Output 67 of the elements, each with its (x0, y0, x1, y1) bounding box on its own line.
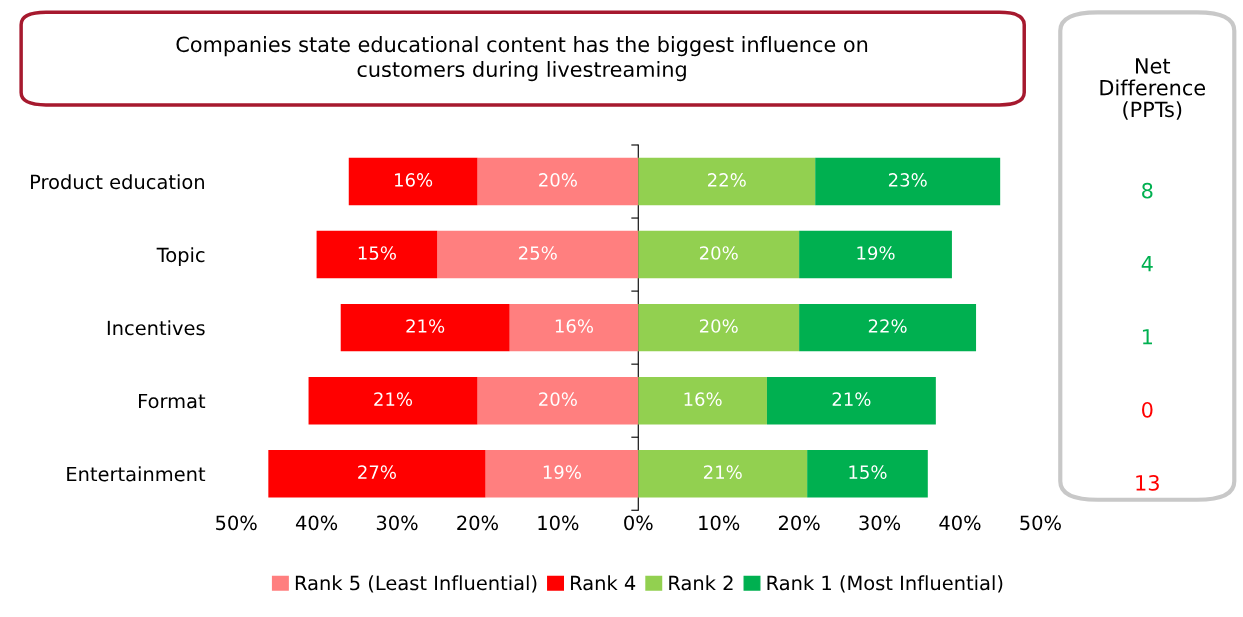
y-tick-label: Topic (156, 247, 205, 267)
data-label: 20% (539, 392, 577, 406)
data-label: 21% (703, 465, 742, 479)
data-label: 8 (1142, 182, 1153, 199)
data-label: 21% (832, 392, 871, 406)
bar (638, 157, 816, 206)
data-label: 22% (708, 173, 746, 187)
bar (437, 230, 639, 279)
x-tick-label: 10% (699, 515, 740, 531)
bar (638, 376, 767, 425)
x-tick-label: 50% (1020, 515, 1061, 531)
bar (485, 449, 639, 498)
data-label: 13 (1136, 474, 1159, 491)
x-tick-label: 30% (376, 515, 418, 531)
bar (766, 376, 936, 425)
x-tick-label: 50% (216, 515, 257, 531)
data-label: 16% (684, 392, 722, 406)
x-tick-label: 10% (538, 515, 579, 531)
y-tick-label: Incentives (107, 320, 205, 336)
bar (308, 376, 478, 425)
data-label: 20% (699, 246, 738, 260)
bar (477, 376, 639, 425)
data-label: 23% (888, 173, 927, 187)
legend-label: Rank 5 (Least Influential) (295, 575, 537, 593)
data-label: 16% (395, 173, 433, 187)
bar (509, 303, 639, 352)
data-label: 22% (868, 319, 907, 333)
x-tick-label: 0% (624, 515, 653, 531)
bar (807, 449, 928, 498)
data-label: 19% (857, 246, 895, 260)
x-tick-label: 20% (457, 515, 498, 531)
data-label: 0 (1142, 401, 1153, 418)
data-label: 4 (1141, 256, 1153, 272)
bar (638, 449, 808, 498)
legend-label: Rank 2 (669, 575, 733, 591)
data-label: 20% (699, 319, 738, 333)
data-label: 27% (358, 465, 396, 479)
chart-title: Companies state educational content has the biggest influence on customers during livestreaming (176, 36, 868, 82)
legend-label: Rank 4 (571, 575, 636, 591)
bar (348, 157, 478, 206)
data-label: 1 (1142, 329, 1152, 345)
bar (477, 157, 639, 206)
data-label: 25% (519, 246, 557, 260)
data-label: 16% (555, 319, 594, 333)
y-tick-label: Entertainment (67, 466, 206, 482)
x-tick-label: 30% (859, 515, 901, 531)
data-label: 21% (406, 319, 445, 333)
bar (638, 303, 800, 352)
y-tick-label: Product education (31, 174, 204, 190)
x-tick-label: 40% (295, 515, 338, 531)
data-label: 15% (358, 246, 396, 260)
legend-label: Rank 1 (Most Influential) (767, 575, 1003, 593)
bar (268, 449, 486, 498)
bar (799, 230, 952, 279)
bar (340, 303, 510, 352)
data-label: 20% (539, 173, 577, 187)
x-tick-label: 20% (778, 515, 820, 531)
bar (316, 230, 438, 279)
data-label: 15% (849, 465, 887, 479)
text: Net Difference (PPTs) (1100, 58, 1205, 120)
x-tick-label: 40% (939, 515, 981, 531)
data-label: 21% (374, 392, 413, 406)
bar (799, 303, 977, 352)
bar (815, 157, 1001, 206)
bar (638, 230, 800, 279)
y-tick-label: Format (139, 393, 206, 409)
data-label: 19% (543, 465, 581, 479)
